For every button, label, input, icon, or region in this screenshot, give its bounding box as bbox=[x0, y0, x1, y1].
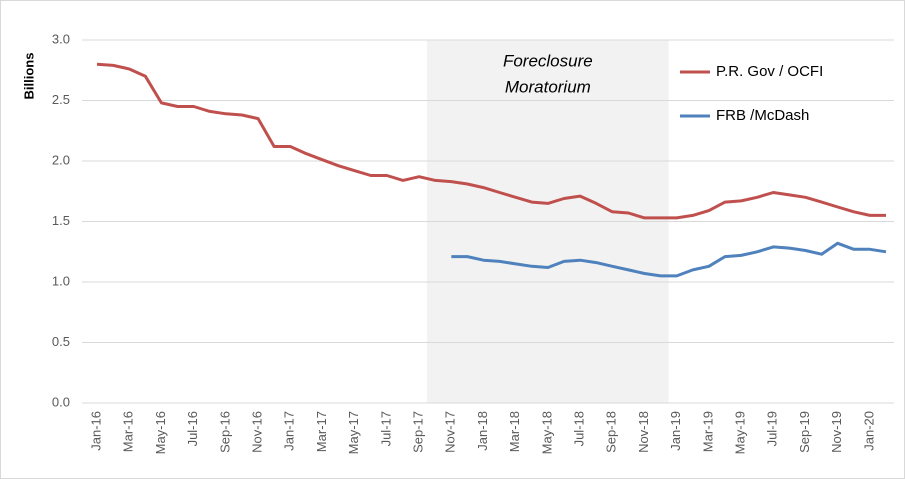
x-tick-label: Sep-19 bbox=[797, 411, 812, 453]
x-tick-label: Sep-18 bbox=[604, 411, 619, 453]
y-tick-label: 2.5 bbox=[52, 92, 70, 107]
x-tick-label: Jan-19 bbox=[668, 411, 683, 451]
x-tick-label: May-16 bbox=[153, 411, 168, 454]
x-tick-label: Mar-18 bbox=[507, 411, 522, 452]
x-tick-label: Sep-17 bbox=[410, 411, 425, 453]
x-tick-label: Mar-16 bbox=[121, 411, 136, 452]
x-tick-label: Jul-19 bbox=[765, 411, 780, 446]
legend-label: FRB /McDash bbox=[716, 107, 809, 124]
y-tick-label: 2.0 bbox=[52, 152, 70, 167]
x-tick-label: Jan-20 bbox=[861, 411, 876, 451]
y-tick-label: 3.0 bbox=[52, 31, 70, 46]
x-tick-label: Jan-16 bbox=[88, 411, 103, 451]
x-tick-label: Nov-17 bbox=[443, 411, 458, 453]
series-line bbox=[451, 241, 887, 278]
y-tick-label: 0.0 bbox=[52, 394, 70, 409]
y-axis-title: Billions bbox=[21, 53, 36, 100]
x-tick-label: Mar-17 bbox=[314, 411, 329, 452]
x-tick-label: May-19 bbox=[732, 411, 747, 454]
annotation: Moratorium bbox=[505, 77, 591, 96]
x-tick-label: Jan-18 bbox=[475, 411, 490, 451]
x-tick-label: Mar-19 bbox=[700, 411, 715, 452]
y-tick-label: 1.5 bbox=[52, 213, 70, 228]
x-tick-label: Jul-17 bbox=[378, 411, 393, 446]
annotation: Foreclosure bbox=[503, 51, 593, 70]
x-tick-label: Sep-16 bbox=[217, 411, 232, 453]
legend-label: P.R. Gov / OCFI bbox=[716, 63, 823, 80]
x-tick-label: Jan-17 bbox=[282, 411, 297, 451]
x-tick-label: Jul-18 bbox=[571, 411, 586, 446]
x-tick-label: Jul-16 bbox=[185, 411, 200, 446]
y-tick-label: 0.5 bbox=[52, 334, 70, 349]
x-tick-label: Nov-18 bbox=[636, 411, 651, 453]
x-tick-label: May-18 bbox=[539, 411, 554, 454]
y-tick-label: 1.0 bbox=[52, 273, 70, 288]
x-tick-label: May-17 bbox=[346, 411, 361, 454]
x-tick-label: Nov-16 bbox=[249, 411, 264, 453]
series-line bbox=[96, 62, 886, 220]
x-tick-label: Nov-19 bbox=[829, 411, 844, 453]
